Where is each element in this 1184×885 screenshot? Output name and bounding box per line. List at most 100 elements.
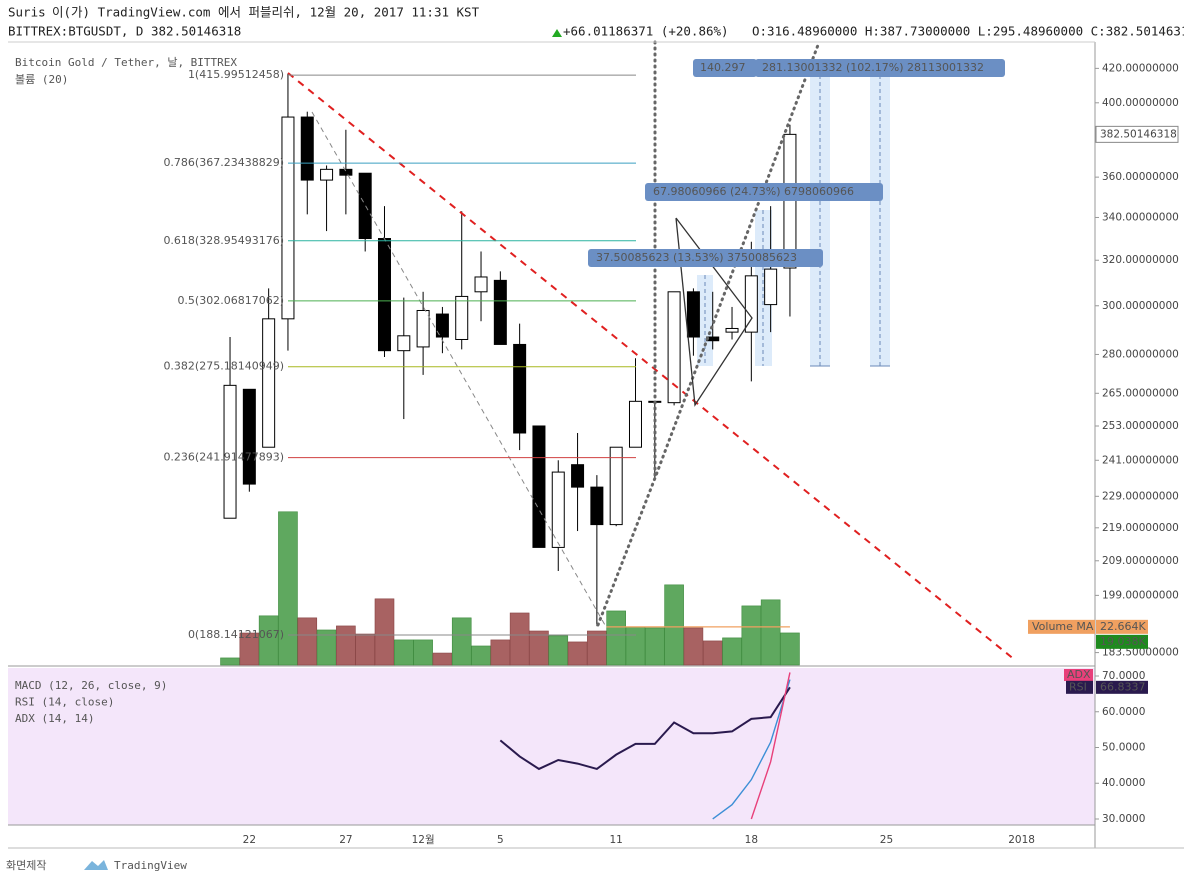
indicator-tick-label: 50.0000 (1102, 742, 1145, 754)
candle-body (242, 388, 256, 485)
volume-bar (587, 630, 607, 666)
range-column (870, 75, 890, 366)
candle-body (532, 425, 546, 548)
volume-bar (741, 605, 762, 666)
y-tick-label: 360.00000000 (1102, 171, 1179, 183)
triangle-pattern (675, 217, 753, 407)
volume-last-label: 19.038K (1100, 635, 1146, 648)
candle-body (281, 116, 295, 320)
volume-bar (780, 632, 800, 666)
indicator-line (750, 672, 791, 820)
adx-tag: ADX (1067, 668, 1091, 681)
change: +66.01186371 (+20.86%) (563, 24, 729, 39)
indicator-line (712, 679, 791, 820)
up-arrow (552, 29, 562, 37)
y-tick-label: 183.50000000 (1102, 647, 1179, 659)
fib-label: 0.618(328.95493176) (163, 234, 284, 247)
volume-bar (336, 625, 356, 666)
fib-label: 0(188.14121067) (188, 628, 284, 641)
candle-body (764, 268, 778, 306)
y-tick-label: 241.00000000 (1102, 454, 1179, 466)
x-tick-label: 25 (880, 834, 893, 846)
volume-bar (509, 612, 530, 666)
volume-bar (297, 617, 318, 666)
candle-body (474, 276, 488, 293)
indicator-tick-label: 60.0000 (1102, 706, 1145, 718)
x-tick-label: 18 (745, 834, 758, 846)
indicator-tick-label: 30.0000 (1102, 813, 1145, 825)
drawings: 140.297 281.13001332 (102.17%) 2811300133… (287, 40, 1016, 661)
volume-bar (471, 645, 491, 666)
volume-bar (548, 635, 569, 666)
indicator-legend: RSI (14, close) (15, 696, 114, 709)
measure-label: 281.13001332 (102.17%) 28113001332 (762, 61, 984, 74)
candle-body (667, 291, 681, 404)
ohlc: O:316.48960000 H:387.73000000 L:295.4896… (752, 24, 1184, 39)
volume-bar (413, 639, 433, 666)
volume-bar (567, 641, 588, 666)
candle-body (435, 313, 449, 338)
volume-bar (606, 610, 626, 666)
measure-box (755, 59, 1005, 77)
y-tick-label: 229.00000000 (1102, 490, 1179, 502)
publisher: Suris (8, 5, 46, 20)
measure-label: 140.297 (700, 61, 746, 74)
y-tick-label: 219.00000000 (1102, 522, 1179, 534)
volume-bar (239, 632, 260, 666)
y-tick-label: 280.00000000 (1102, 348, 1179, 360)
volume-bar (220, 657, 240, 666)
chart-title: Bitcoin Gold / Tether, 날, BITTREX (15, 56, 237, 69)
fib-label: 1(415.99512458) (188, 68, 284, 81)
candle-body (783, 133, 797, 269)
candle-body (609, 446, 623, 526)
fib-label: 0.786(367.23438829) (163, 156, 284, 169)
volume-title: 볼륨 (20) (15, 73, 68, 86)
fib-label: 0.236(241.91477893) (163, 451, 284, 464)
footer-brand: TradingView (114, 859, 187, 872)
volume-bar (625, 626, 646, 666)
candle-body (628, 400, 642, 448)
candle-body (590, 486, 604, 526)
measure-box (645, 183, 883, 201)
volume-bar (664, 584, 684, 666)
candle-body (551, 471, 565, 548)
y-tick-label: 265.00000000 (1102, 387, 1179, 399)
range-column (810, 75, 830, 366)
volume-bar (683, 627, 704, 666)
dotted-line (596, 43, 820, 627)
y-tick-label: 300.00000000 (1102, 300, 1179, 312)
indicator-line (499, 686, 791, 771)
x-tick-label: 22 (243, 834, 256, 846)
range-lines (704, 75, 890, 367)
candle-body (455, 295, 469, 340)
y-tick-label: 420.00000000 (1102, 62, 1179, 74)
footer-caption: 화면제작 (6, 859, 46, 872)
marks (220, 73, 800, 820)
volume-bar (451, 617, 472, 666)
candle-body (397, 335, 411, 352)
candle-body (339, 168, 353, 176)
candle-body (725, 327, 739, 333)
candle-body (262, 318, 276, 448)
adx-tag-box (1064, 669, 1093, 681)
measure-box (588, 249, 823, 267)
volume-bar (258, 615, 279, 666)
volume-bar (393, 639, 414, 666)
volume-bar (316, 629, 337, 666)
candle-body (300, 116, 314, 181)
x-tick-label: 27 (339, 834, 352, 846)
x-tick-label: 2018 (1008, 834, 1035, 846)
tv-logo-shape (84, 860, 108, 870)
y-tick-label: 253.00000000 (1102, 420, 1179, 432)
volume-bar (490, 639, 511, 666)
rsi-last-label: 66.8337 (1100, 680, 1146, 693)
candle-body (744, 275, 758, 333)
fib-label: 0.5(302.06817062) (177, 294, 284, 307)
last-price-box (1095, 125, 1179, 143)
y-tick-label: 199.00000000 (1102, 589, 1179, 601)
candle-body (513, 343, 527, 434)
volume-bar (529, 630, 549, 666)
candle-body (377, 238, 391, 352)
x-tick-label: 12월 (412, 834, 435, 846)
